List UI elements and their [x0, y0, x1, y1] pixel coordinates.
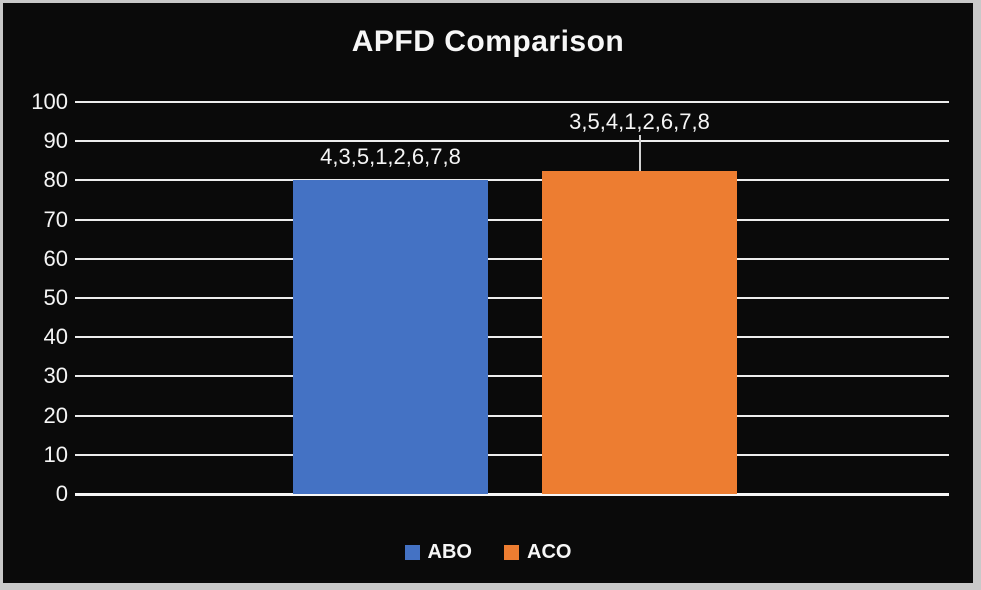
legend-swatch-icon [404, 545, 420, 560]
y-axis-tick-label: 100 [31, 89, 68, 114]
y-axis-tick-label: 40 [43, 324, 68, 350]
y-axis-tick-label: 90 [43, 128, 68, 154]
y-axis-tick-label: 70 [43, 206, 68, 232]
y-axis-tick-label: 10 [43, 441, 68, 467]
data-label-aco: 3,5,4,1,2,6,7,8 [569, 109, 710, 134]
gridline [75, 179, 949, 182]
chart-area: APFD Comparison 100 90 80 70 60 50 40 30 20 10 0 4… [3, 3, 973, 583]
gridline [75, 218, 949, 221]
x-axis-line [75, 492, 949, 496]
bar-abo [293, 180, 488, 494]
y-axis-tick-label: 50 [43, 285, 68, 310]
data-label-leader-line [638, 135, 641, 171]
legend-swatch-icon [504, 545, 519, 560]
chart-title: APFD Comparison [351, 25, 625, 58]
gridline [75, 257, 949, 260]
gridline [75, 414, 949, 417]
y-axis-tick-label: 30 [43, 363, 68, 389]
legend: ABO ACO [3, 541, 973, 564]
gridline [75, 140, 949, 143]
y-axis-tick-label: 0 [55, 481, 68, 506]
legend-item-aco: ACO [504, 541, 571, 564]
legend-item-abo: ABO [404, 541, 472, 564]
bar-aco [542, 170, 737, 494]
gridline [75, 297, 949, 299]
gridline [75, 101, 949, 103]
y-axis-tick-label: 60 [43, 245, 68, 271]
y-axis-tick-label: 80 [43, 167, 68, 193]
gridline [75, 375, 949, 378]
data-label-abo: 4,3,5,1,2,6,7,8 [320, 144, 461, 170]
legend-label: ACO [527, 541, 572, 563]
legend-label: ABO [427, 541, 472, 563]
gridline [75, 453, 949, 456]
y-axis-tick-label: 20 [43, 402, 68, 428]
gridline [75, 336, 949, 339]
